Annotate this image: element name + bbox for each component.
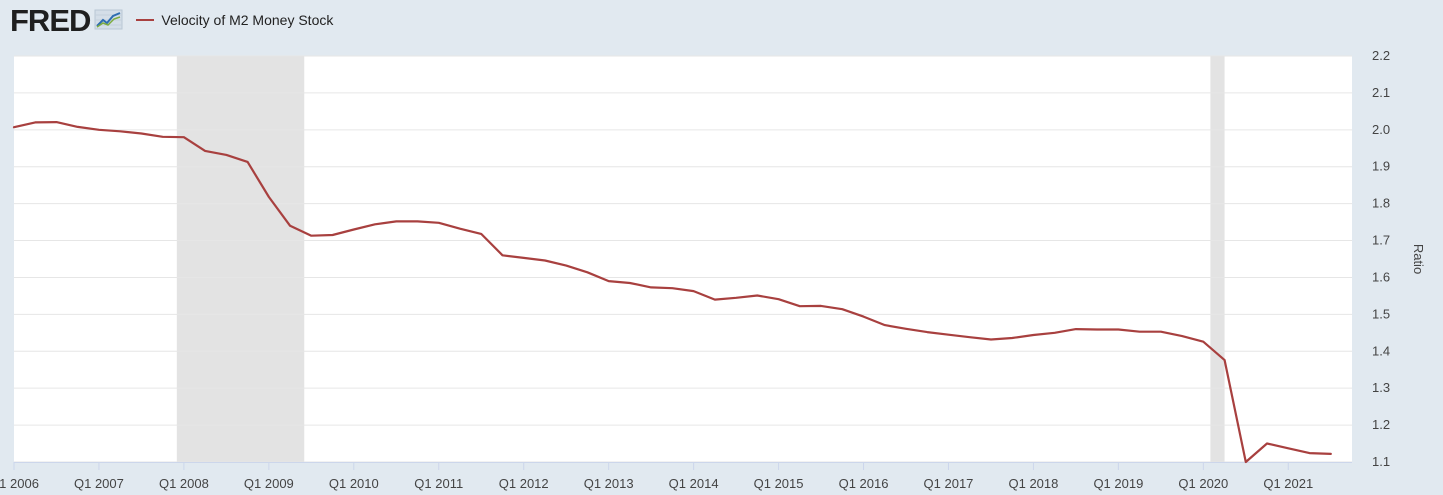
chart-header: FRED Velocity of M2 Money Stock bbox=[10, 4, 333, 36]
x-tick-label: Q1 2014 bbox=[669, 476, 719, 491]
y-tick-label: 1.5 bbox=[1372, 306, 1390, 321]
y-tick-label: 1.1 bbox=[1372, 454, 1390, 469]
trend-line-icon bbox=[94, 9, 123, 30]
x-tick-label: Q1 2017 bbox=[924, 476, 974, 491]
x-tick-label: Q1 2020 bbox=[1178, 476, 1228, 491]
legend-label: Velocity of M2 Money Stock bbox=[161, 12, 334, 28]
series-group bbox=[12, 120, 1332, 464]
x-tick-label: Q1 2021 bbox=[1263, 476, 1313, 491]
x-tick-label: Q1 2018 bbox=[1008, 476, 1058, 491]
y-axis-title: Ratio bbox=[1411, 244, 1426, 274]
recession-band-0 bbox=[176, 56, 305, 462]
y-gridlines bbox=[14, 55, 1352, 463]
x-tick-label: Q1 2009 bbox=[244, 476, 294, 491]
x-tick-label: Q1 2008 bbox=[159, 476, 209, 491]
y-tick-label: 1.2 bbox=[1372, 417, 1390, 432]
y-tick-label: 2.2 bbox=[1372, 48, 1390, 63]
x-tick-label: Q1 2006 bbox=[0, 476, 39, 491]
x-tick-label: Q1 2011 bbox=[414, 476, 463, 491]
y-tick-label: 2.0 bbox=[1372, 122, 1390, 137]
x-tick-label: Q1 2007 bbox=[74, 476, 124, 491]
y-tick-label: 1.4 bbox=[1372, 343, 1390, 358]
x-tick-label: Q1 2012 bbox=[499, 476, 549, 491]
y-tick-label: 2.1 bbox=[1372, 85, 1390, 100]
y-axis-ticks: 1.1 1.2 1.3 1.4 1.5 1.6 1.7 1.8 1.9 2.0 2.1 2.2 bbox=[1372, 48, 1390, 469]
recession-band-1 bbox=[1210, 56, 1225, 462]
recession-shading bbox=[176, 56, 1225, 462]
y-tick-label: 1.9 bbox=[1372, 159, 1390, 174]
series-line[interactable] bbox=[12, 120, 1332, 464]
y-tick-label: 1.3 bbox=[1372, 380, 1390, 395]
x-tick-label: Q1 2015 bbox=[754, 476, 804, 491]
x-tick-label: Q1 2013 bbox=[584, 476, 634, 491]
y-tick-label: 1.8 bbox=[1372, 196, 1390, 211]
y-tick-label: 1.6 bbox=[1372, 269, 1390, 284]
legend-swatch bbox=[136, 19, 155, 21]
x-axis-ticks: Q1 2006 Q1 2007 Q1 2008 Q1 2009 Q1 2010 Q1 20… bbox=[0, 462, 1352, 491]
legend[interactable]: Velocity of M2 Money Stock bbox=[136, 12, 333, 28]
x-tick-label: Q1 2010 bbox=[329, 476, 379, 491]
fred-logo[interactable]: FRED bbox=[10, 2, 91, 38]
y-tick-label: 1.7 bbox=[1372, 233, 1390, 248]
x-tick-label: Q1 2016 bbox=[839, 476, 889, 491]
x-tick-label: Q1 2019 bbox=[1093, 476, 1143, 491]
